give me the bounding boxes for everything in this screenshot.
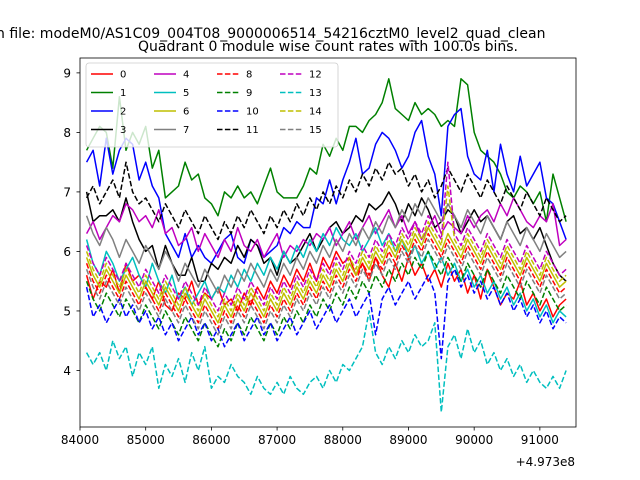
- series-line-15: [85, 238, 567, 336]
- series-line-6: [85, 226, 567, 324]
- legend-label-0: 0: [120, 70, 126, 81]
- chart-title: Quadrant 0 module wise count rates with …: [138, 39, 518, 55]
- series-line-4: [85, 197, 567, 259]
- y-tick-label: 8: [63, 126, 71, 140]
- legend-label-2: 2: [120, 107, 126, 118]
- series-line-10: [85, 268, 567, 360]
- x-tick-label: 85000: [127, 433, 165, 447]
- series-line-13: [85, 310, 567, 413]
- legend-label-9: 9: [246, 88, 252, 99]
- x-tick-label: 84000: [61, 433, 99, 447]
- legend-label-15: 15: [309, 125, 322, 136]
- series-line-0: [85, 250, 567, 318]
- x-tick-label: 88000: [324, 433, 362, 447]
- y-tick-label: 9: [63, 66, 71, 80]
- legend-label-13: 13: [309, 88, 322, 99]
- legend-label-11: 11: [246, 125, 259, 136]
- x-tick-label: 91000: [521, 433, 559, 447]
- x-tick-label: 87000: [258, 433, 296, 447]
- x-offset-label: +4.973e8: [516, 455, 575, 469]
- y-tick-label: 5: [63, 304, 71, 318]
- legend-label-6: 6: [183, 107, 189, 118]
- legend-label-7: 7: [183, 125, 189, 136]
- series-line-8: [85, 232, 567, 330]
- legend-label-1: 1: [120, 88, 126, 99]
- series-line-11: [85, 161, 567, 241]
- series-line-12: [85, 161, 567, 312]
- series-line-7: [85, 197, 567, 294]
- legend-label-3: 3: [120, 125, 126, 136]
- x-tick-label: 90000: [455, 433, 493, 447]
- y-tick-label: 4: [63, 364, 71, 378]
- chart-suptitle: n file: modeM0/AS1C09_004T08_9000006514_…: [0, 26, 545, 42]
- legend-label-14: 14: [309, 107, 322, 118]
- series-line-2: [85, 107, 567, 265]
- x-tick-label: 89000: [389, 433, 427, 447]
- legend-label-10: 10: [246, 107, 259, 118]
- legend-label-5: 5: [183, 88, 189, 99]
- y-tick-label: 7: [63, 185, 71, 199]
- series-line-14: [85, 185, 567, 318]
- legend-label-4: 4: [183, 70, 189, 81]
- legend-label-12: 12: [309, 70, 322, 81]
- legend-box: [85, 62, 339, 148]
- plot-area: 84000 85000 86000 87000 88000 89000 90000 91000…: [61, 57, 577, 447]
- legend-label-8: 8: [246, 70, 252, 81]
- series-line-9: [85, 250, 567, 348]
- axes-frame: [79, 57, 577, 428]
- x-tick-label: 86000: [192, 433, 230, 447]
- y-tick-label: 6: [63, 245, 71, 259]
